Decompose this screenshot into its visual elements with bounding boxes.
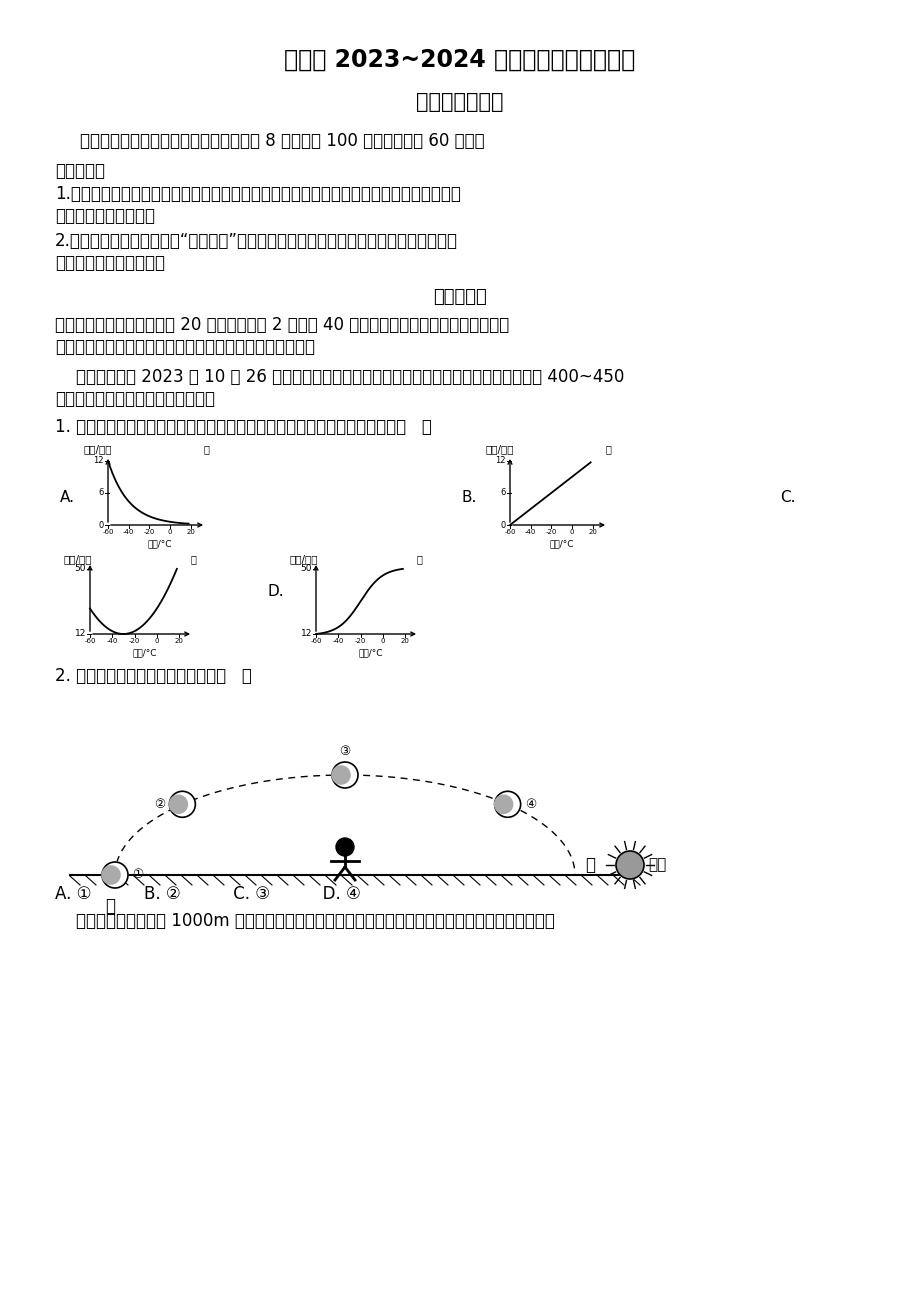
Text: 温度/°C: 温度/°C <box>147 539 172 548</box>
Text: A. ①          B. ②          C. ③          D. ④: A. ① B. ② C. ③ D. ④ <box>55 885 360 904</box>
Text: 6: 6 <box>98 488 104 497</box>
Text: 高度/千米: 高度/千米 <box>289 553 318 564</box>
Text: -60: -60 <box>310 638 322 644</box>
Text: ②: ② <box>154 798 165 811</box>
Text: 高一地理试题卷: 高一地理试题卷 <box>415 92 504 112</box>
Text: 6: 6 <box>500 488 505 497</box>
Text: ③: ③ <box>339 745 350 758</box>
Text: 太阳: 太阳 <box>647 858 665 872</box>
Circle shape <box>102 862 128 888</box>
Text: -20: -20 <box>143 529 155 535</box>
Text: -40: -40 <box>107 638 118 644</box>
Text: -20: -20 <box>545 529 556 535</box>
Circle shape <box>169 792 195 818</box>
Text: 西: 西 <box>584 855 595 874</box>
Text: 考生注意：: 考生注意： <box>55 161 105 180</box>
Text: 0: 0 <box>154 638 159 644</box>
Text: 0: 0 <box>380 638 385 644</box>
Text: 50: 50 <box>301 564 312 573</box>
Text: 」: 」 <box>606 444 611 454</box>
Text: 12: 12 <box>495 456 505 465</box>
Text: C.: C. <box>779 491 795 505</box>
Text: 20: 20 <box>401 638 409 644</box>
Text: -60: -60 <box>102 529 114 535</box>
Text: 一、单项选择题（本大题共 20 小题。每小题 2 分，共 40 分。在每个小题给出的四个选项中，: 一、单项选择题（本大题共 20 小题。每小题 2 分，共 40 分。在每个小题给… <box>55 316 509 335</box>
Text: -60: -60 <box>85 638 96 644</box>
Text: -60: -60 <box>504 529 516 535</box>
Text: 神舟十七号于 2023 年 10 月 26 日（农历九月十二日）在甘肃酒泉成功发射，到达轨道高度为 400~450: 神舟十七号于 2023 年 10 月 26 日（农历九月十二日）在甘肃酒泉成功发… <box>55 368 624 385</box>
Text: 低空经济是指一般在 1000m 以下空域，利用低空飞行器进行载人、载货及其他作业等多场景飞行的经: 低空经济是指一般在 1000m 以下空域，利用低空飞行器进行载人、载货及其他作业… <box>55 911 554 930</box>
Text: 答题纸规定的位置上。: 答题纸规定的位置上。 <box>55 207 154 225</box>
Text: 0: 0 <box>569 529 573 535</box>
Text: A.: A. <box>60 491 75 505</box>
Text: -40: -40 <box>123 529 134 535</box>
Text: 0: 0 <box>98 521 104 530</box>
Text: 20: 20 <box>587 529 596 535</box>
Text: 12: 12 <box>94 456 104 465</box>
Text: 」: 」 <box>191 553 197 564</box>
Text: 0: 0 <box>500 521 505 530</box>
Text: -20: -20 <box>355 638 366 644</box>
Circle shape <box>494 796 512 814</box>
Circle shape <box>335 838 354 855</box>
Text: D.: D. <box>267 585 284 599</box>
Text: 高度/千米: 高度/千米 <box>485 444 514 454</box>
Text: 12: 12 <box>74 629 85 638</box>
Text: -40: -40 <box>525 529 536 535</box>
Text: 20: 20 <box>175 638 183 644</box>
Text: 」: 」 <box>416 553 423 564</box>
Circle shape <box>616 852 643 879</box>
Text: 温度/°C: 温度/°C <box>549 539 573 548</box>
Text: ④: ④ <box>524 798 535 811</box>
Text: 」: 」 <box>204 444 210 454</box>
Text: 20: 20 <box>186 529 195 535</box>
Text: ①: ① <box>131 868 143 881</box>
Text: 12: 12 <box>301 629 312 638</box>
Text: 2.答题时，请按照答题纸上“注意事项”的要求，在答题纸相应的位置上规范作答，在本试: 2.答题时，请按照答题纸上“注意事项”的要求，在答题纸相应的位置上规范作答，在本… <box>55 232 458 250</box>
Text: 温度/°C: 温度/°C <box>132 648 156 658</box>
Circle shape <box>102 866 120 884</box>
Text: -40: -40 <box>333 638 344 644</box>
Text: 2. 当天日落时，观察到的月球位于（   ）: 2. 当天日落时，观察到的月球位于（ ） <box>55 667 252 685</box>
Circle shape <box>494 792 520 818</box>
Text: 东: 东 <box>105 897 115 915</box>
Text: 嘉兴市 2023~2024 学年第二学期期末检测: 嘉兴市 2023~2024 学年第二学期期末检测 <box>284 48 635 72</box>
Text: B.: B. <box>461 491 477 505</box>
Text: 50: 50 <box>74 564 85 573</box>
Text: 选择题部分: 选择题部分 <box>433 288 486 306</box>
Text: 题卷上的作答一律无效。: 题卷上的作答一律无效。 <box>55 254 165 272</box>
Text: -20: -20 <box>129 638 140 644</box>
Text: 千米的中国空间站。完成下面小题。: 千米的中国空间站。完成下面小题。 <box>55 391 215 408</box>
Text: 0: 0 <box>167 529 172 535</box>
Text: 高度/千米: 高度/千米 <box>84 444 112 454</box>
Text: 高度/千米: 高度/千米 <box>64 553 93 564</box>
Circle shape <box>332 766 350 784</box>
Circle shape <box>169 796 187 814</box>
Text: 本试题卷分选择题和非选择题两部分，共 8 页，满分 100 分，考试时间 60 分钟。: 本试题卷分选择题和非选择题两部分，共 8 页，满分 100 分，考试时间 60 … <box>80 132 484 150</box>
Circle shape <box>617 852 642 878</box>
Text: 1. 神舟十七号发射时，能反映酒泉卫星发射中心气温垂直变化规律的图示是（   ）: 1. 神舟十七号发射时，能反映酒泉卫星发射中心气温垂直变化规律的图示是（ ） <box>55 418 431 436</box>
Text: 1.答题前，请务必将自己的姓名、准考证号用黑色字迹的签字笔或钢笔分别填写在试题卷和: 1.答题前，请务必将自己的姓名、准考证号用黑色字迹的签字笔或钢笔分别填写在试题卷… <box>55 185 460 203</box>
Text: 只有一项是符合题目要求的，不选、多选、错选均不得分）: 只有一项是符合题目要求的，不选、多选、错选均不得分） <box>55 339 314 355</box>
Circle shape <box>332 762 357 788</box>
Text: 温度/°C: 温度/°C <box>357 648 382 658</box>
